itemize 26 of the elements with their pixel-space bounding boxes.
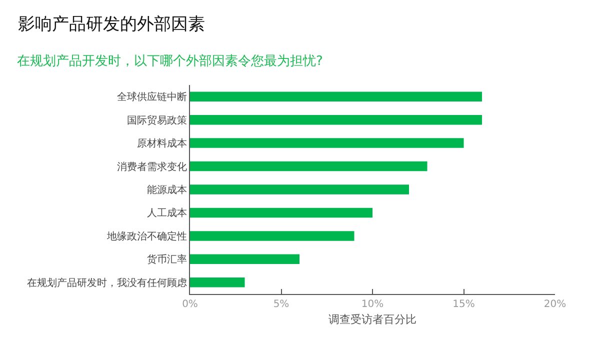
x-tick-label: 0% — [182, 299, 198, 310]
x-axis-title: 调查受访者百分比 — [328, 313, 416, 326]
chart-subtitle: 在规划产品开发时，以下哪个外部因素令您最为担忧? — [17, 54, 323, 69]
y-tick-label: 地缘政治不确定性 — [106, 230, 187, 242]
bar — [190, 114, 482, 125]
y-tick-label: 货币汇率 — [147, 254, 187, 266]
y-tick-label: 全球供应链中断 — [117, 91, 187, 104]
x-tick-label: 20% — [544, 299, 566, 310]
y-tick-label: 在规划产品研发时，我没有任何顾虑 — [27, 276, 187, 289]
chart-title: 影响产品研发的外部因素 — [18, 14, 205, 34]
y-tick-label: 国际贸易政策 — [127, 114, 187, 126]
bar — [190, 184, 409, 194]
bar — [190, 254, 300, 264]
x-tick-label: 5% — [273, 299, 290, 310]
x-tick-label: 15% — [452, 299, 475, 310]
bar — [190, 208, 372, 218]
y-tick-label: 人工成本 — [147, 207, 187, 220]
bar — [190, 278, 245, 288]
bar — [190, 161, 428, 172]
y-tick-label: 能源成本 — [147, 184, 187, 196]
bar — [190, 138, 464, 148]
bar — [190, 92, 482, 102]
y-tick-label: 原材料成本 — [137, 138, 187, 150]
x-tick-label: 10% — [361, 299, 384, 310]
bar — [190, 231, 354, 241]
y-tick-label: 消费者需求变化 — [117, 160, 187, 173]
